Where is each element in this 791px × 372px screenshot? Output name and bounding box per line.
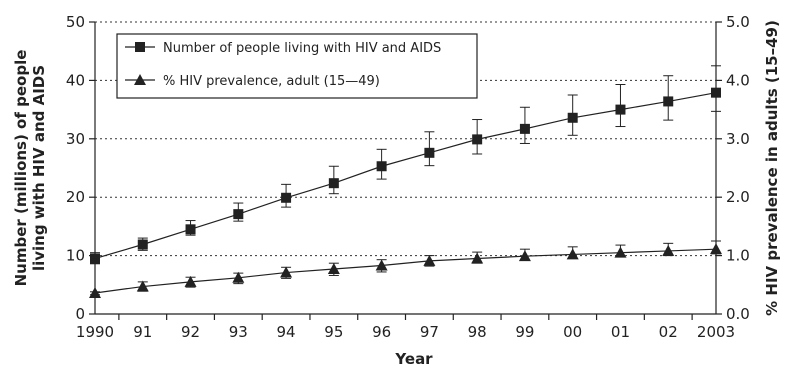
data-point-square: [137, 239, 148, 250]
data-point-square: [519, 123, 530, 134]
x-tick-label: 99: [515, 323, 534, 341]
legend: Number of people living with HIV and AID…: [116, 33, 478, 99]
y-right-tick-label: 1.0: [726, 247, 750, 265]
series-prevalence: [89, 240, 722, 298]
y-left-title-line1: Number (millions) of people: [12, 50, 30, 287]
y-right-tick-label: 2.0: [726, 188, 750, 206]
data-point-square: [281, 192, 292, 203]
y-left-tick-label: 50: [66, 13, 85, 31]
data-point-square: [376, 161, 387, 172]
y-right-title: % HIV prevalence in adults (15–49): [763, 20, 781, 316]
legend-label-prevalence: % HIV prevalence, adult (15—49): [163, 74, 380, 89]
data-point-triangle: [566, 248, 579, 260]
data-point-square: [472, 134, 483, 145]
x-tick-label: 2003: [697, 323, 735, 341]
y-left-tick-label: 10: [66, 247, 85, 265]
data-point-triangle: [614, 246, 627, 258]
data-point-square: [663, 96, 674, 107]
x-tick-label: 01: [611, 323, 630, 341]
data-point-square: [90, 253, 100, 264]
left-tick-labels: 0 10 20 30 40 50: [66, 13, 85, 323]
data-point-square: [424, 147, 435, 158]
data-point-triangle: [471, 252, 484, 264]
series-line: [94, 92, 717, 260]
data-point-triangle: [89, 286, 101, 298]
data-point-triangle: [710, 243, 722, 255]
legend-marker-triangle: [134, 74, 146, 85]
y-left-tick-label: 40: [66, 71, 85, 89]
y-left-tick-label: 0: [75, 305, 85, 323]
y-right-tick-label: 5.0: [726, 13, 750, 31]
data-point-triangle: [423, 254, 436, 266]
data-point-square: [185, 224, 196, 235]
y-left-title-line2: living with HIV and AIDS: [30, 65, 48, 271]
right-tick-labels: 0.0 1.0 2.0 3.0 4.0 5.0: [726, 13, 750, 323]
x-tick-label: 94: [277, 323, 296, 341]
data-point-triangle: [662, 244, 675, 256]
x-tick-label: 93: [229, 323, 248, 341]
y-right-tick-label: 3.0: [726, 130, 750, 148]
data-point-triangle: [136, 280, 149, 292]
series-layer: [89, 65, 722, 298]
series-people-living: [90, 65, 721, 265]
y-left-tick-label: 20: [66, 188, 85, 206]
data-point-square: [615, 104, 626, 115]
x-tick-label: 91: [133, 323, 152, 341]
series-line: [94, 248, 717, 294]
x-tick-label: 96: [372, 323, 391, 341]
x-tick-labels: 1990 91 92 93 94 95 96 97 98 99 00 01 02 2003: [76, 323, 735, 341]
data-point-triangle: [184, 275, 197, 287]
data-point-triangle: [518, 250, 531, 262]
legend-box: [116, 33, 478, 99]
x-tick-label: 97: [420, 323, 439, 341]
x-tick-label: 1990: [76, 323, 114, 341]
x-tick-label: 98: [468, 323, 487, 341]
data-point-square: [567, 112, 578, 123]
data-point-square: [328, 178, 339, 189]
x-tick-label: 02: [659, 323, 678, 341]
legend-marker-square: [135, 42, 145, 52]
y-left-tick-label: 30: [66, 130, 85, 148]
data-point-triangle: [375, 259, 388, 271]
x-tick-label: 92: [181, 323, 200, 341]
x-axis-title: Year: [394, 350, 433, 368]
y-right-tick-label: 0.0: [726, 305, 750, 323]
x-tick-label: 00: [563, 323, 582, 341]
data-point-triangle: [232, 271, 245, 283]
x-tick-label: 95: [324, 323, 343, 341]
data-point-triangle: [327, 263, 340, 275]
data-point-square: [711, 87, 721, 98]
y-right-tick-label: 4.0: [726, 71, 750, 89]
data-point-triangle: [280, 266, 293, 278]
legend-label-people: Number of people living with HIV and AID…: [163, 41, 441, 56]
data-point-square: [233, 209, 244, 220]
